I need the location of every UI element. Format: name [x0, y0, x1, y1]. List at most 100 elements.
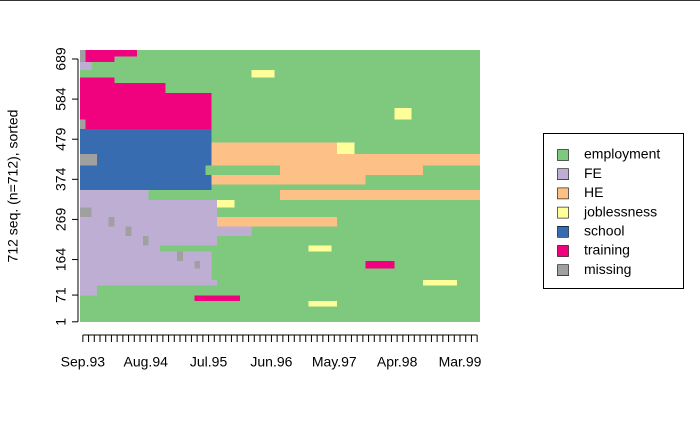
spell: [80, 295, 195, 301]
spell: [80, 236, 143, 246]
spell: [80, 50, 86, 57]
spell: [365, 260, 395, 269]
y-axis-label: 712 seq. (n=712), sorted: [5, 110, 21, 263]
spell: [108, 216, 115, 227]
legend-swatch: [557, 206, 569, 219]
spell: [80, 216, 109, 227]
spell: [211, 260, 366, 269]
spell: [211, 174, 366, 185]
spell: [274, 69, 480, 78]
spell: [211, 129, 480, 143]
spell: [211, 142, 338, 154]
spell: [337, 216, 480, 227]
spell: [80, 174, 212, 185]
legend-label: training: [584, 242, 630, 258]
spell: [80, 300, 309, 307]
spell: [457, 279, 480, 286]
x-tick-label: Mar.99: [439, 354, 482, 370]
spell: [148, 236, 218, 246]
spell: [182, 251, 212, 261]
spell: [211, 153, 480, 166]
legend-box: [543, 133, 684, 289]
spell: [97, 153, 212, 166]
spell: [337, 142, 355, 154]
spell: [234, 199, 480, 208]
spell: [80, 108, 212, 120]
spell: [394, 108, 412, 120]
spell: [80, 69, 252, 78]
x-tick-label: Jul.95: [190, 354, 228, 370]
legend-label: FE: [584, 165, 602, 181]
y-tick-label: 71: [53, 287, 69, 303]
x-tick-label: Apr.98: [377, 354, 418, 370]
spell: [160, 245, 309, 252]
spell: [80, 77, 115, 84]
spell: [80, 268, 212, 280]
legend-swatch: [557, 187, 569, 200]
spell: [411, 108, 480, 120]
spell: [211, 108, 395, 120]
spell: [211, 92, 480, 109]
spell: [80, 92, 212, 109]
spell: [80, 142, 212, 154]
spell: [80, 129, 212, 143]
spell: [394, 260, 480, 269]
spell: [211, 119, 480, 130]
spell: [354, 142, 480, 154]
spell: [251, 226, 480, 237]
y-tick-label: 1: [53, 318, 69, 326]
spell: [177, 251, 183, 261]
spell: [365, 174, 480, 185]
spell: [211, 251, 480, 261]
legend-swatch: [557, 264, 569, 277]
x-tick-label: Aug.94: [124, 354, 169, 370]
y-tick-label: 479: [53, 127, 69, 151]
spell: [114, 56, 481, 63]
legend-label: missing: [584, 261, 631, 277]
spell: [142, 236, 149, 246]
spell: [80, 306, 480, 322]
y-tick-label: 689: [53, 47, 69, 71]
spell: [331, 245, 480, 252]
x-tick-label: May.97: [312, 354, 357, 370]
y-tick-label: 269: [53, 208, 69, 232]
y-tick-label: 374: [53, 167, 69, 191]
spell: [85, 50, 138, 57]
plot-area: [80, 50, 481, 322]
spell: [131, 226, 252, 237]
spell: [80, 62, 92, 70]
spell: [114, 216, 218, 227]
spell: [80, 245, 160, 252]
legend-label: employment: [584, 146, 660, 162]
legend-label: school: [584, 223, 624, 239]
spell: [217, 236, 480, 246]
spell: [217, 279, 423, 286]
spell: [80, 285, 98, 296]
spell: [85, 119, 212, 130]
spell: [80, 260, 195, 269]
spell: [422, 165, 480, 175]
spell: [165, 83, 480, 93]
spell: [80, 279, 218, 286]
spell: [280, 190, 480, 200]
legend-swatch: [557, 245, 569, 257]
spell: [114, 77, 481, 84]
spell: [200, 260, 212, 269]
spell: [148, 190, 280, 200]
spell: [125, 226, 132, 237]
spell: [280, 165, 423, 175]
spell: [80, 184, 212, 191]
spell: [194, 260, 200, 269]
spell: [217, 207, 480, 217]
spell: [91, 62, 480, 70]
spell: [137, 50, 480, 57]
spell: [91, 207, 218, 217]
spell: [251, 69, 275, 78]
spell: [308, 245, 332, 252]
spell: [80, 165, 206, 175]
spell: [80, 83, 166, 93]
spell: [194, 295, 240, 301]
spell: [211, 184, 480, 191]
